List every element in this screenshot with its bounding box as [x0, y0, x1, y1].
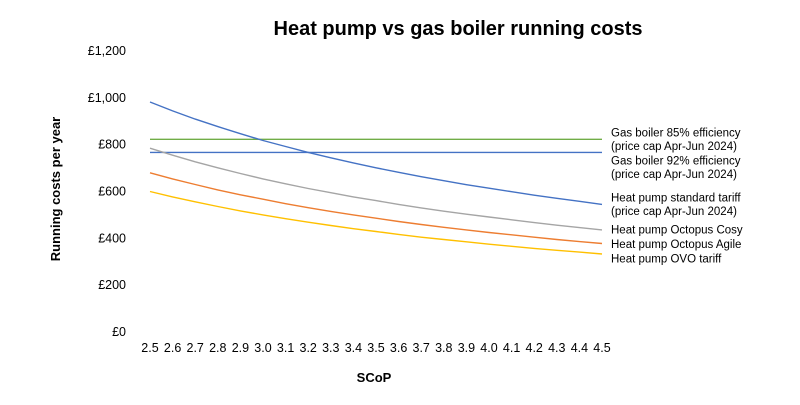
y-tick-label: £0 — [112, 325, 126, 339]
x-tick-label: 4.3 — [548, 341, 565, 355]
legend-label-6: Heat pump OVO tariff — [611, 254, 722, 266]
series-line-3 — [149, 101, 603, 206]
x-tick-label: 2.8 — [209, 341, 226, 355]
x-tick-label: 4.5 — [593, 341, 610, 355]
chart-title: Heat pump vs gas boiler running costs — [274, 18, 643, 40]
series-line-6 — [149, 190, 603, 255]
x-tick-label: 2.5 — [141, 341, 158, 355]
legend-label-3: (price cap Apr-Jun 2024) — [611, 206, 737, 218]
x-tick-label: 3.5 — [367, 341, 384, 355]
y-tick-label: £1,200 — [88, 44, 126, 58]
legend-label-2: (price cap Apr-Jun 2024) — [611, 169, 737, 181]
x-tick-label: 4.0 — [480, 341, 497, 355]
y-tick-label: £800 — [98, 138, 126, 152]
legend-label-1: (price cap Apr-Jun 2024) — [611, 141, 737, 153]
y-axis-ticks: £0 £200 £400 £600 £800 £1,000 £1,200 — [88, 44, 126, 339]
legend-label-3: Heat pump standard tariff — [611, 192, 741, 204]
x-tick-label: 3.1 — [277, 341, 294, 355]
x-tick-label: 4.4 — [571, 341, 588, 355]
legend-label-5: Heat pump Octopus Agile — [611, 239, 741, 251]
series-line-4 — [149, 147, 603, 231]
y-tick-label: £400 — [98, 231, 126, 245]
x-tick-label: 4.1 — [503, 341, 520, 355]
x-tick-label: 3.6 — [390, 341, 407, 355]
y-tick-label: £200 — [98, 278, 126, 292]
x-axis-ticks: 2.5 2.6 2.7 2.8 2.9 3.0 3.1 3.2 3.3 3.4 3.5 3.6 3.7 3… — [141, 341, 610, 355]
x-tick-label: 3.0 — [254, 341, 271, 355]
legend-label-4: Heat pump Octopus Cosy — [611, 225, 743, 237]
y-tick-label: £1,000 — [88, 91, 126, 105]
series-line-5 — [149, 172, 603, 245]
y-axis-label: Running costs per year — [48, 117, 63, 261]
y-tick-label: £600 — [98, 185, 126, 199]
x-tick-label: 3.4 — [345, 341, 362, 355]
x-tick-label: 2.9 — [232, 341, 249, 355]
legend: Gas boiler 85% efficiency (price cap Apr-… — [611, 127, 743, 265]
legend-label-2: Gas boiler 92% efficiency — [611, 155, 741, 167]
x-tick-label: 3.8 — [435, 341, 452, 355]
legend-label-1: Gas boiler 85% efficiency — [611, 127, 741, 139]
x-tick-label: 2.7 — [187, 341, 204, 355]
x-tick-label: 3.9 — [458, 341, 475, 355]
x-tick-label: 4.2 — [526, 341, 543, 355]
x-tick-label: 2.6 — [164, 341, 181, 355]
x-tick-label: 3.7 — [413, 341, 430, 355]
x-tick-label: 3.2 — [300, 341, 317, 355]
x-tick-label: 3.3 — [322, 341, 339, 355]
x-axis-label: SCoP — [357, 370, 392, 385]
series-lines — [149, 101, 603, 255]
